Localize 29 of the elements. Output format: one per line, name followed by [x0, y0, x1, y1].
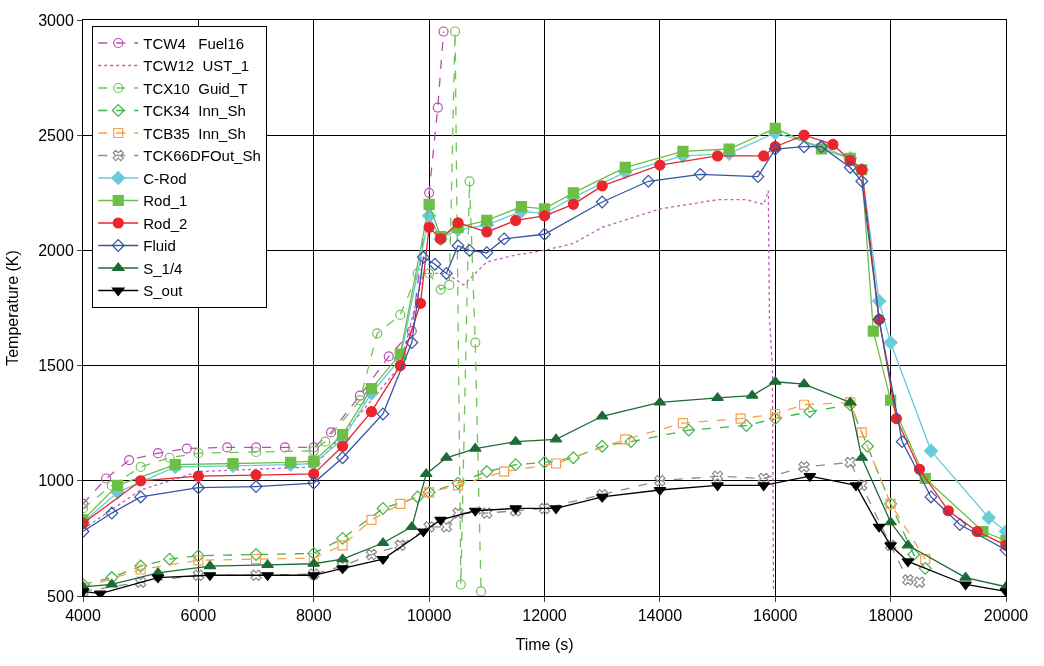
y-tick-label: 1500: [38, 357, 74, 375]
legend-label: TCW4 Fuel16: [143, 34, 245, 52]
legend-label: TCK66DFOut_Sh: [143, 147, 261, 165]
x-tick-label: 8000: [295, 607, 332, 625]
x-tick-label: 10000: [406, 607, 452, 625]
y-tick-label: 2000: [38, 242, 74, 259]
x-tick-label: 4000: [65, 607, 101, 625]
legend-label: Fluid: [143, 237, 176, 255]
legend-label: S_1/4: [143, 259, 183, 277]
legend-label: Rod_2: [143, 214, 188, 232]
legend-label: Rod_1: [143, 192, 188, 210]
legend-label: TCW12 UST_1: [143, 57, 250, 75]
x-tick-label: 12000: [522, 607, 567, 625]
y-axis-title: Temperature (K): [4, 250, 22, 366]
x-tick-label: 6000: [180, 607, 217, 625]
x-tick-label: 18000: [868, 607, 913, 625]
y-tick-label: 500: [47, 587, 74, 605]
y-tick-label: 3000: [38, 11, 74, 29]
y-tick-label: 1000: [38, 472, 74, 490]
legend-label: S_out: [143, 282, 184, 300]
legend-label: TCK34 Inn_Sh: [143, 102, 246, 120]
legend-label: TCX10 Guid_T: [143, 79, 248, 97]
y-tick-label: 2500: [38, 126, 74, 144]
legend-label: C-Rod: [143, 169, 187, 187]
x-tick-label: 20000: [983, 607, 1029, 625]
x-tick-label: 14000: [637, 607, 683, 625]
x-axis-title: Time (s): [515, 635, 574, 653]
x-tick-label: 16000: [753, 607, 798, 625]
legend-label: TCB35 Inn_Sh: [143, 124, 246, 142]
